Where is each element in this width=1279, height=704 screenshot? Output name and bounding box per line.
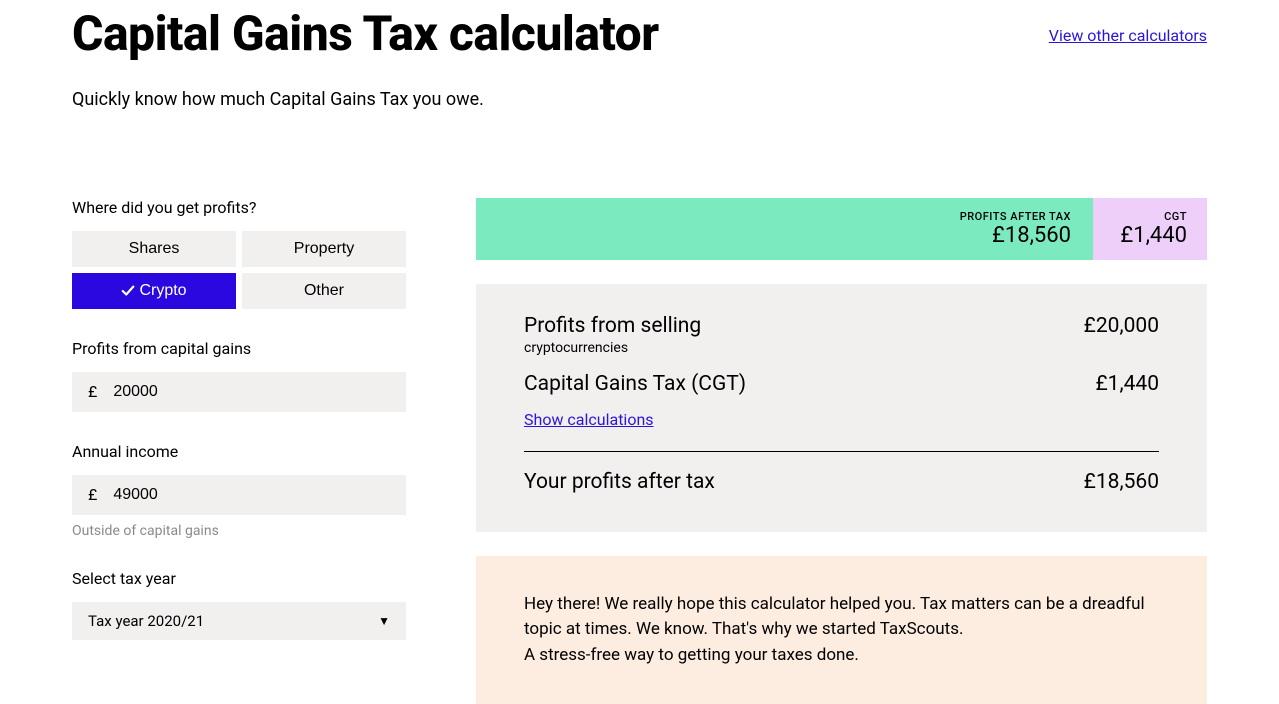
show-calculations-link[interactable]: Show calculations bbox=[524, 410, 654, 429]
summary-cgt-value: £1,440 bbox=[1120, 223, 1187, 248]
check-icon bbox=[121, 284, 135, 298]
breakdown-cgt-label: Capital Gains Tax (CGT) bbox=[524, 372, 746, 396]
income-label: Annual income bbox=[72, 442, 406, 461]
promo-line-1: Hey there! We really hope this calculato… bbox=[524, 592, 1159, 643]
promo-panel: Hey there! We really hope this calculato… bbox=[476, 556, 1207, 704]
profits-source-toggle-group: Shares Property Crypto Other bbox=[72, 231, 406, 309]
breakdown-row-cgt: Capital Gains Tax (CGT) £1,440 bbox=[524, 372, 1159, 396]
income-input[interactable] bbox=[113, 475, 406, 515]
promo-line-2: A stress-free way to getting your taxes … bbox=[524, 643, 1159, 669]
view-other-calculators-link[interactable]: View other calculators bbox=[1049, 26, 1207, 45]
breakdown-panel: Profits from selling cryptocurrencies £2… bbox=[476, 284, 1207, 532]
form-panel: Where did you get profits? Shares Proper… bbox=[72, 198, 406, 704]
toggle-other[interactable]: Other bbox=[242, 273, 406, 309]
breakdown-profits-sublabel: cryptocurrencies bbox=[524, 340, 701, 356]
summary-bar: PROFITS AFTER TAX £18,560 CGT £1,440 bbox=[476, 198, 1207, 260]
profits-source-label: Where did you get profits? bbox=[72, 198, 406, 217]
breakdown-profits-value: £20,000 bbox=[1084, 314, 1159, 338]
breakdown-row-after-tax: Your profits after tax £18,560 bbox=[524, 470, 1159, 494]
currency-symbol: £ bbox=[72, 382, 113, 401]
profits-amount-label: Profits from capital gains bbox=[72, 339, 406, 358]
toggle-crypto[interactable]: Crypto bbox=[72, 273, 236, 309]
divider bbox=[524, 451, 1159, 452]
income-hint: Outside of capital gains bbox=[72, 523, 406, 539]
chevron-down-icon: ▼ bbox=[378, 614, 406, 628]
income-input-wrap: £ bbox=[72, 475, 406, 515]
page-title: Capital Gains Tax calculator bbox=[72, 8, 659, 61]
page-subtitle: Quickly know how much Capital Gains Tax … bbox=[72, 89, 1207, 110]
summary-cgt-segment: CGT £1,440 bbox=[1093, 198, 1207, 260]
breakdown-profits-label: Profits from selling bbox=[524, 314, 701, 338]
breakdown-cgt-value: £1,440 bbox=[1095, 372, 1159, 396]
profits-input[interactable] bbox=[113, 372, 406, 412]
summary-cgt-label: CGT bbox=[1164, 210, 1187, 223]
toggle-property[interactable]: Property bbox=[242, 231, 406, 267]
summary-profits-value: £18,560 bbox=[992, 223, 1071, 248]
summary-profits-label: PROFITS AFTER TAX bbox=[960, 210, 1071, 223]
summary-profits-segment: PROFITS AFTER TAX £18,560 bbox=[476, 198, 1093, 260]
toggle-shares[interactable]: Shares bbox=[72, 231, 236, 267]
breakdown-after-tax-value: £18,560 bbox=[1084, 470, 1159, 494]
profits-input-wrap: £ bbox=[72, 372, 406, 412]
tax-year-label: Select tax year bbox=[72, 569, 406, 588]
tax-year-value: Tax year 2020/21 bbox=[72, 612, 378, 630]
results-panel: PROFITS AFTER TAX £18,560 CGT £1,440 Pro… bbox=[476, 198, 1207, 704]
breakdown-after-tax-label: Your profits after tax bbox=[524, 470, 715, 494]
toggle-crypto-label: Crypto bbox=[139, 282, 186, 300]
tax-year-select[interactable]: Tax year 2020/21 ▼ bbox=[72, 602, 406, 640]
currency-symbol: £ bbox=[72, 485, 113, 504]
breakdown-row-profits: Profits from selling cryptocurrencies £2… bbox=[524, 314, 1159, 356]
